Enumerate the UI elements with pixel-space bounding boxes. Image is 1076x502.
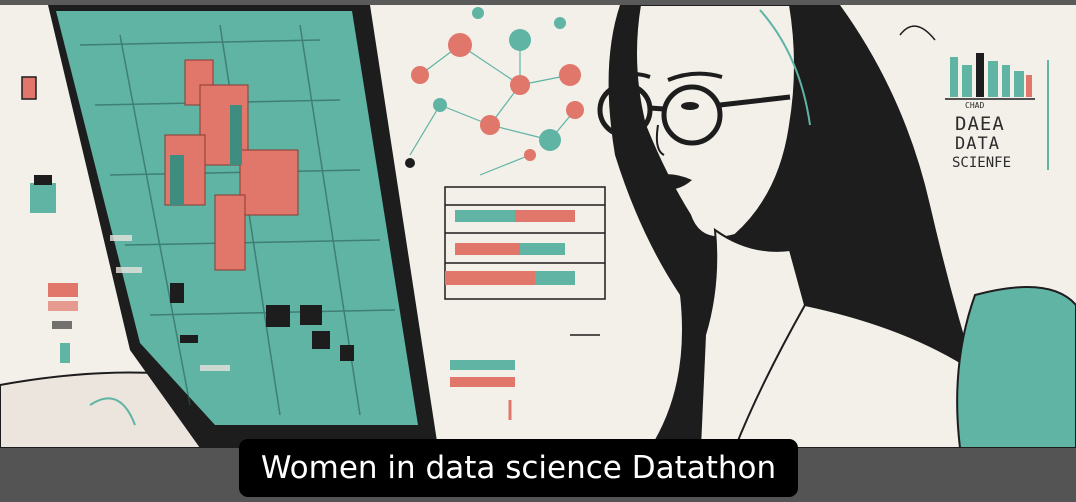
poster-line4: SCIENFE xyxy=(952,155,1011,171)
poster-line2: DAEA xyxy=(955,113,1005,135)
woman xyxy=(597,5,1076,448)
network-graph xyxy=(405,7,584,176)
monitor xyxy=(48,5,438,448)
poster: CHAD DAEA DATA SCIENFE xyxy=(899,25,1049,171)
poster-line3: DATA xyxy=(955,134,1000,154)
caption-banner: Women in data science Datathon xyxy=(239,439,798,497)
left-doodles xyxy=(21,76,78,363)
poster-line1: CHAD xyxy=(965,101,984,110)
top-strip xyxy=(0,0,1076,5)
hero-illustration: CHAD DAEA DATA SCIENFE xyxy=(0,5,1076,448)
bar-panel xyxy=(444,186,606,420)
